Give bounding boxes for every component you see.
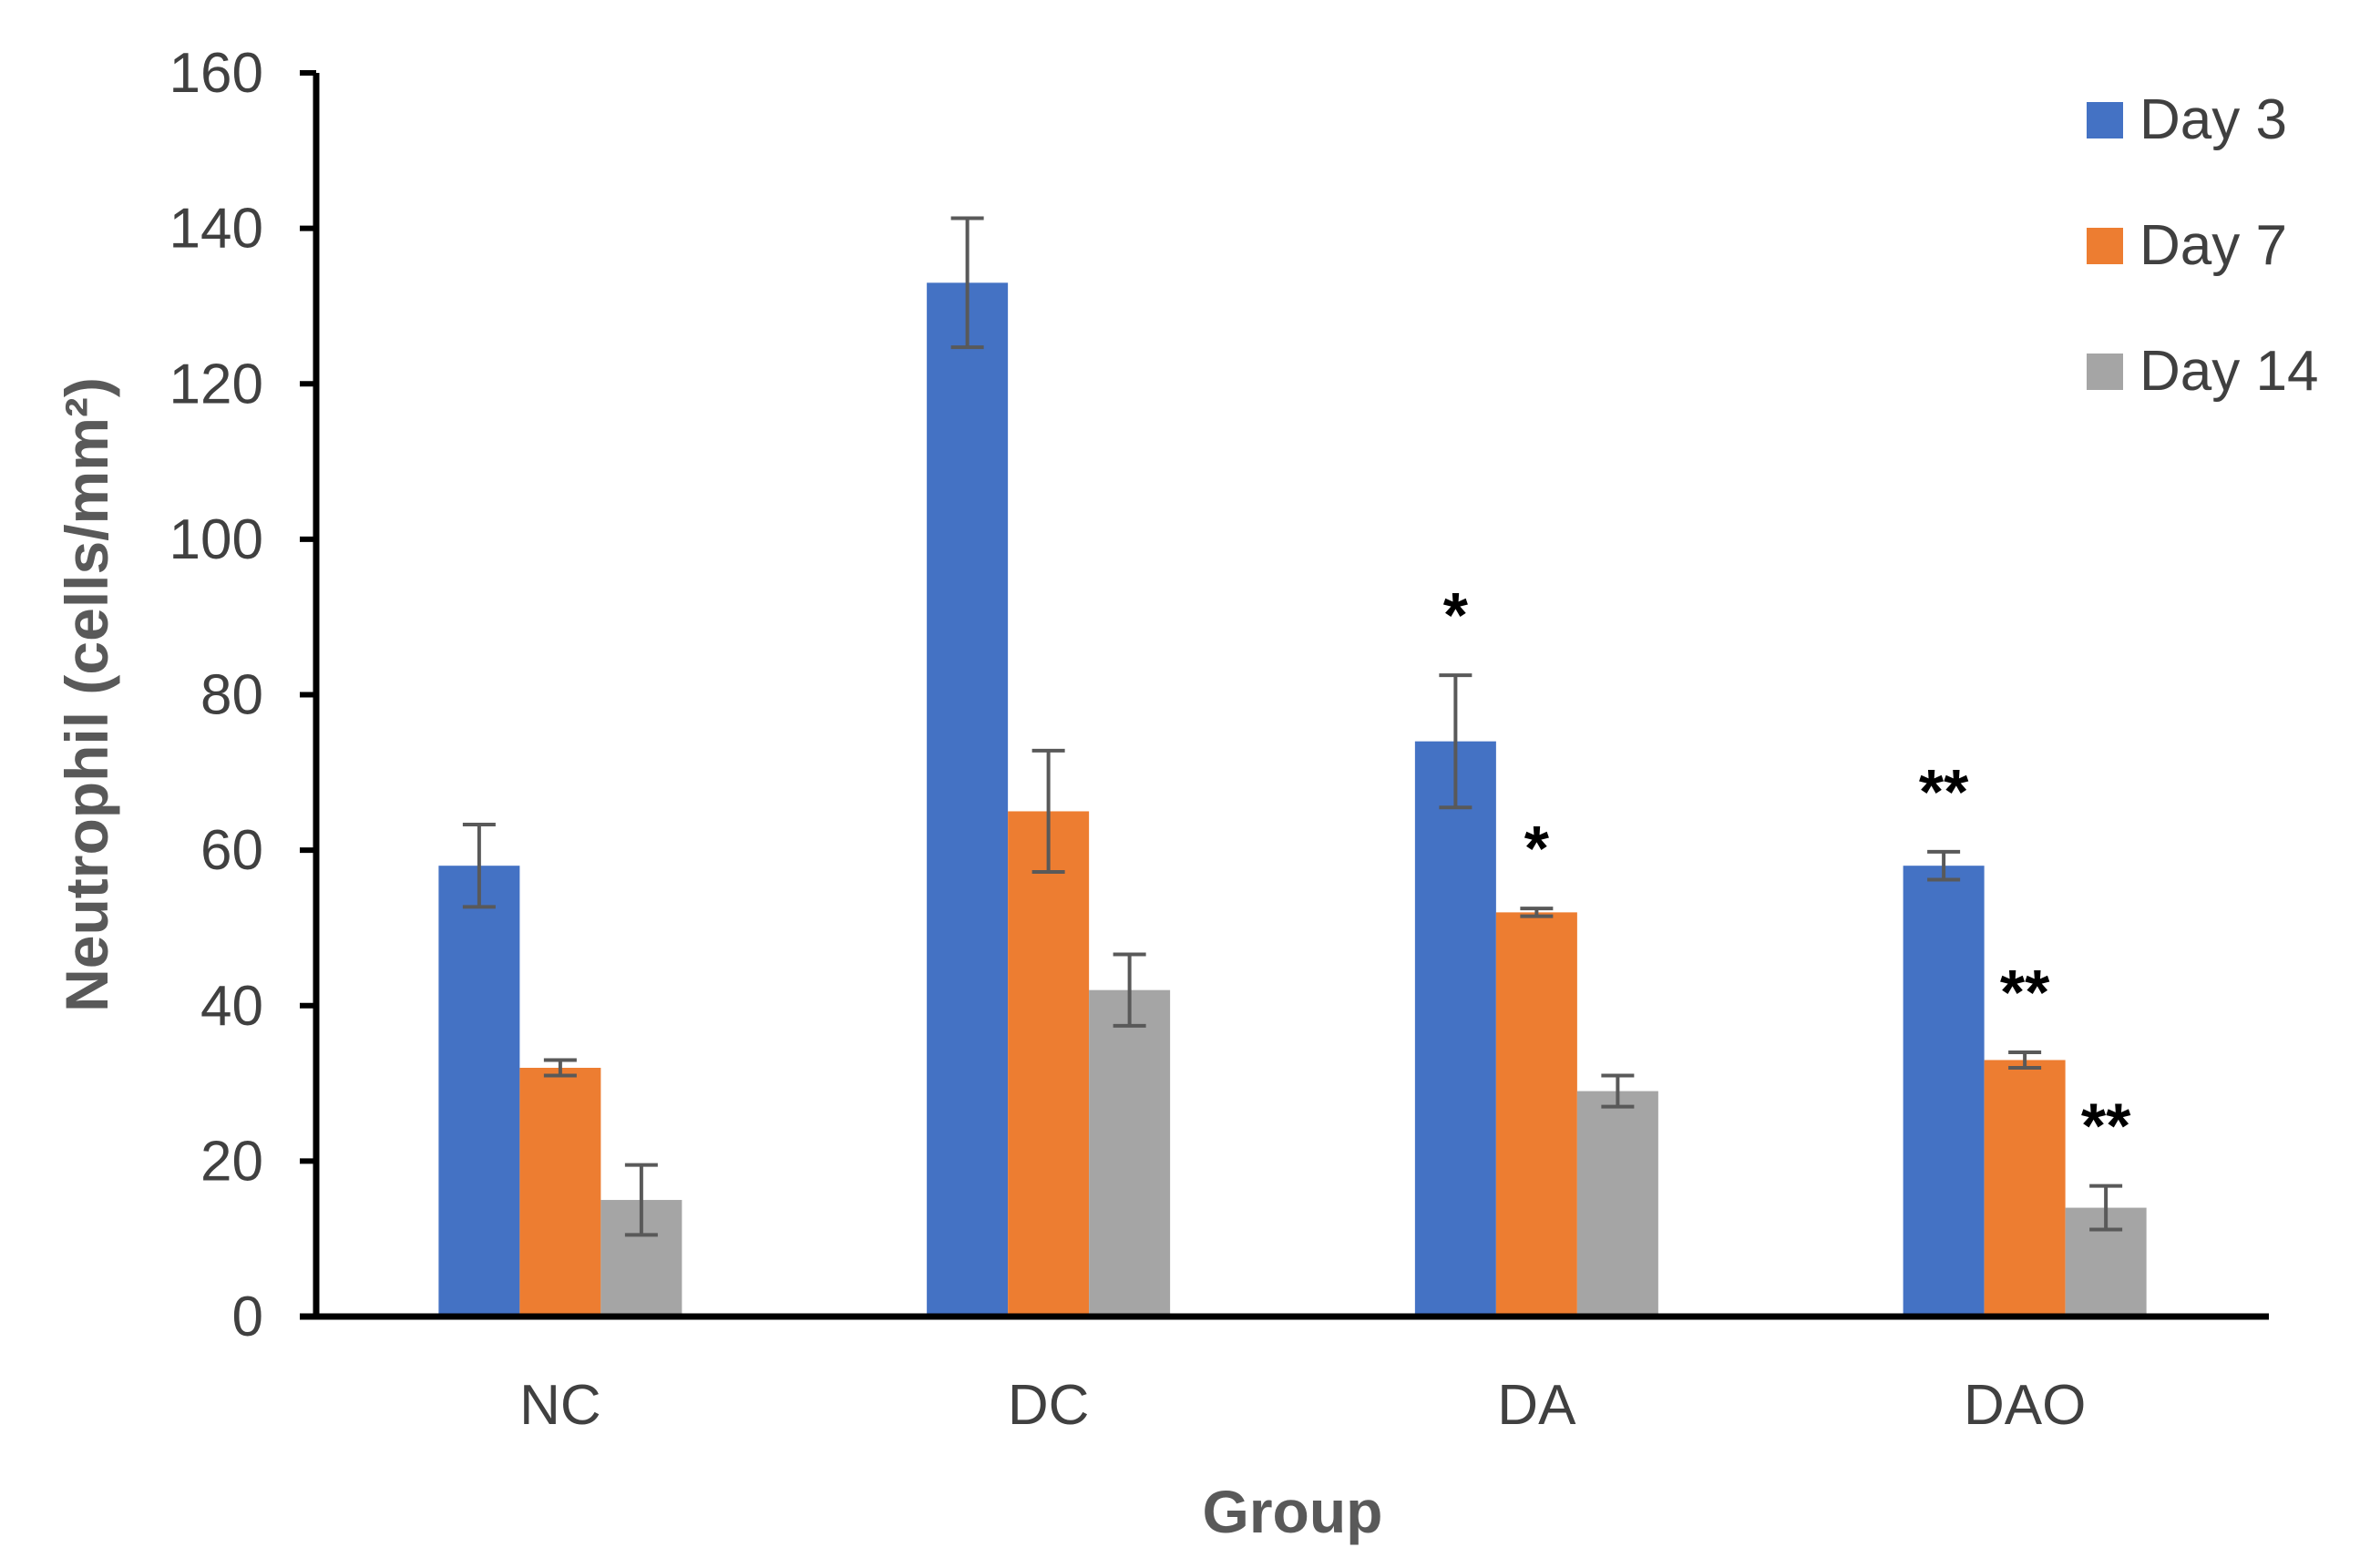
significance-marker: ** bbox=[1919, 756, 1969, 827]
y-tick-label: 60 bbox=[200, 819, 263, 882]
significance-marker: * bbox=[1443, 579, 1469, 651]
x-tick-labels-layer: NC DC DA DAO bbox=[519, 1374, 2086, 1437]
bar bbox=[438, 866, 520, 1317]
bar bbox=[927, 282, 1009, 1317]
legend-label: Day 7 bbox=[2139, 214, 2287, 277]
bar bbox=[1576, 1091, 1658, 1317]
bar bbox=[519, 1068, 601, 1317]
y-tick-label: 160 bbox=[169, 42, 263, 105]
significance-layer: ******** bbox=[1443, 579, 2131, 1162]
bar bbox=[1903, 866, 1985, 1317]
legend-swatch bbox=[2087, 102, 2123, 138]
x-tick-label: NC bbox=[519, 1374, 601, 1437]
error-bars-layer bbox=[462, 216, 2123, 1237]
y-tick-label: 20 bbox=[200, 1130, 263, 1193]
bar bbox=[1089, 989, 1171, 1317]
bars-layer bbox=[438, 282, 2147, 1317]
bar bbox=[1008, 811, 1090, 1317]
significance-marker: ** bbox=[2000, 957, 2050, 1028]
y-axis-title: Neutrophil (cells/mm²) bbox=[53, 377, 120, 1012]
x-tick-label: DAO bbox=[1964, 1374, 2086, 1437]
y-ticks-layer: 0 20 40 60 80 100 120 140 160 bbox=[169, 42, 316, 1348]
legend: Day 3 Day 7 Day 14 bbox=[2087, 88, 2318, 403]
significance-marker: * bbox=[1524, 813, 1550, 884]
legend-swatch bbox=[2087, 354, 2123, 390]
y-tick-label: 80 bbox=[200, 664, 263, 727]
bar bbox=[1414, 741, 1496, 1317]
y-tick-label: 40 bbox=[200, 975, 263, 1038]
legend-swatch bbox=[2087, 228, 2123, 264]
y-tick-label: 0 bbox=[232, 1286, 263, 1348]
y-tick-label: 100 bbox=[169, 508, 263, 571]
x-tick-label: DA bbox=[1497, 1374, 1576, 1437]
legend-label: Day 14 bbox=[2139, 340, 2318, 403]
bar bbox=[1984, 1060, 2066, 1317]
x-tick-label: DC bbox=[1008, 1374, 1090, 1437]
bar bbox=[1495, 912, 1577, 1317]
legend-label: Day 3 bbox=[2139, 88, 2287, 151]
significance-marker: ** bbox=[2081, 1091, 2131, 1162]
y-tick-label: 120 bbox=[169, 353, 263, 415]
x-axis-title: Group bbox=[1203, 1478, 1383, 1545]
y-tick-label: 140 bbox=[169, 198, 263, 261]
